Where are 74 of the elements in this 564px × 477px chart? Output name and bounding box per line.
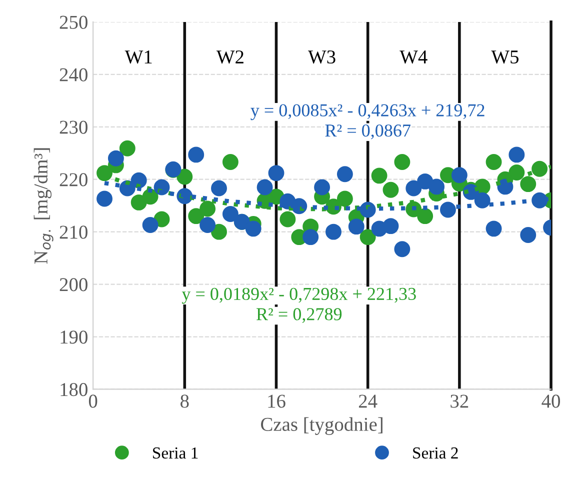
point — [222, 154, 238, 170]
point — [508, 164, 525, 181]
y-tick-label: 210 — [60, 226, 88, 239]
y-tick-label: 230 — [60, 120, 88, 134]
point — [326, 224, 342, 240]
y-tick-label: 250 — [60, 16, 88, 29]
annotation: R² = 0,0867 — [325, 124, 410, 140]
annotation: R² = 0,2789 — [256, 308, 342, 323]
point — [302, 229, 319, 246]
point — [188, 146, 204, 163]
point — [382, 218, 399, 234]
point — [382, 182, 399, 198]
point — [451, 167, 468, 184]
y-tick-label: 200 — [60, 278, 88, 292]
y-axis-title: N$_{og.}$ [mg/dm³] — [34, 148, 54, 264]
point — [280, 211, 296, 228]
point — [130, 172, 147, 188]
x-tick-label: 32 — [450, 394, 468, 408]
point — [474, 192, 490, 208]
point — [486, 220, 502, 237]
legend-label: Seria 2 — [413, 447, 458, 459]
x-tick-label: 16 — [268, 394, 286, 408]
point — [222, 206, 238, 222]
point — [336, 190, 353, 207]
x-tick-label: 0 — [88, 394, 98, 408]
annotation: W5 — [491, 50, 519, 64]
point — [508, 146, 525, 163]
point — [176, 168, 193, 185]
annotation: W4 — [400, 50, 428, 64]
x-axis-title: Czas [tygodnie] — [261, 417, 382, 435]
point — [154, 211, 170, 228]
point — [96, 190, 112, 207]
x-tick-label: 40 — [542, 394, 560, 408]
point — [108, 150, 124, 166]
point — [188, 208, 204, 224]
point — [406, 180, 422, 196]
point — [256, 179, 273, 196]
y-tick-label: 190 — [60, 330, 88, 344]
point — [348, 218, 364, 235]
point — [200, 217, 216, 233]
point — [119, 140, 136, 156]
point — [336, 166, 353, 182]
annotation: y = 0,0085x² - 0,4263x + 219,72 — [250, 104, 484, 120]
point — [245, 220, 262, 237]
point — [200, 200, 216, 217]
point — [394, 154, 410, 170]
annotation: W3 — [308, 50, 336, 64]
point — [520, 226, 536, 243]
point — [520, 176, 536, 192]
point — [486, 154, 502, 170]
point — [394, 241, 410, 258]
point — [440, 202, 456, 218]
point — [314, 179, 330, 196]
point — [130, 194, 147, 210]
annotation: W2 — [216, 50, 244, 64]
point — [142, 217, 158, 233]
point — [211, 224, 227, 240]
y-tick-label: 220 — [60, 173, 88, 186]
point — [360, 229, 376, 246]
legend-label: Seria 1 — [153, 447, 198, 459]
point — [211, 180, 227, 196]
point — [371, 168, 388, 184]
point — [417, 173, 434, 190]
x-tick-label: 8 — [180, 394, 189, 408]
annotation: y = 0,0189x² - 0,7298x + 221,33 — [182, 288, 416, 304]
y-tick-label: 180 — [60, 383, 88, 396]
y-tick-label: 240 — [60, 68, 88, 82]
point — [268, 165, 284, 182]
annotation: W1 — [124, 50, 152, 64]
point — [497, 178, 514, 195]
point — [532, 160, 548, 177]
point — [428, 178, 445, 195]
point — [417, 208, 434, 224]
x-tick-label: 24 — [358, 394, 378, 408]
